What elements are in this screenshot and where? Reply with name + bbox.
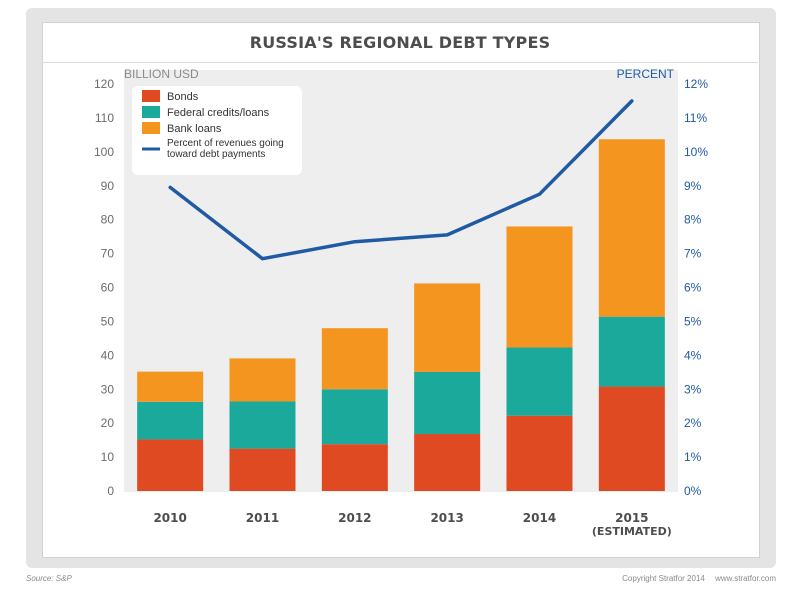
legend-label-line-part: toward debt payments bbox=[167, 149, 265, 160]
bar-federal-credits-loans-2012 bbox=[321, 389, 388, 445]
copyright-note: Copyright Stratfor 2014 www.stratfor.com bbox=[622, 574, 776, 583]
source-note: Source: S&P bbox=[26, 574, 72, 583]
x-tick-sublabel: (ESTIMATED) bbox=[592, 525, 672, 538]
y-right-tick-label: 7% bbox=[684, 247, 702, 261]
bar-bank-loans-2011 bbox=[229, 358, 296, 402]
y-right-tick-label: 0% bbox=[684, 484, 702, 498]
line-point-2012 bbox=[353, 240, 357, 244]
y-left-tick-label: 70 bbox=[101, 247, 115, 261]
x-tick-label: 2010 bbox=[153, 511, 186, 525]
line-debt-payments-percent bbox=[168, 99, 634, 261]
y-left-tick-label: 0 bbox=[107, 484, 114, 498]
y-axis-left: 0 10 20 30 40 50 60 70 80 90 100 110 120 bbox=[94, 77, 114, 498]
y-left-tick-label: 10 bbox=[101, 450, 115, 464]
line-series bbox=[168, 99, 634, 261]
x-tick-label: 2012 bbox=[338, 511, 371, 525]
x-tick-label: 2011 bbox=[246, 511, 279, 525]
line-point-2010 bbox=[168, 185, 172, 189]
y-left-tick-label: 60 bbox=[101, 281, 115, 295]
x-tick-label: 2015 bbox=[615, 511, 648, 525]
legend-label-line: Percent of revenues going toward debt pay… bbox=[167, 138, 284, 160]
copyright-text: Copyright Stratfor 2014 bbox=[622, 574, 705, 583]
line-point-2015 bbox=[630, 99, 634, 103]
bar-series bbox=[137, 139, 665, 491]
bar-bank-loans-2010 bbox=[137, 371, 204, 402]
line-point-2013 bbox=[445, 233, 449, 237]
bar-bonds-2011 bbox=[229, 448, 296, 491]
y-right-tick-label: 5% bbox=[684, 314, 702, 328]
y-right-tick-label: 11% bbox=[684, 111, 707, 125]
legend-box bbox=[132, 86, 302, 175]
bar-federal-credits-loans-2015 bbox=[598, 316, 665, 387]
bar-bonds-2012 bbox=[321, 444, 388, 491]
legend-swatch-bonds bbox=[142, 90, 160, 102]
y-right-tick-label: 4% bbox=[684, 348, 702, 362]
y-left-tick-label: 110 bbox=[95, 111, 114, 125]
y-right-tick-label: 8% bbox=[684, 213, 702, 227]
legend: Bonds Federal credits/loans Bank loans Perc… bbox=[132, 86, 302, 175]
bar-bank-loans-2014 bbox=[506, 226, 573, 348]
y-right-tick-label: 1% bbox=[684, 450, 702, 464]
legend-label: Bank loans bbox=[167, 123, 222, 135]
bar-bonds-2015 bbox=[598, 386, 665, 491]
website-text: www.stratfor.com bbox=[715, 574, 776, 583]
legend-label: Federal credits/loans bbox=[167, 107, 270, 119]
legend-swatch-federal-credits-loans bbox=[142, 106, 160, 118]
y-right-tick-label: 12% bbox=[684, 77, 708, 91]
chart-title: RUSSIA'S REGIONAL DEBT TYPES bbox=[42, 22, 758, 63]
legend-label-line-part: Percent of revenues going bbox=[167, 138, 284, 149]
y-left-tick-label: 20 bbox=[101, 416, 115, 430]
y-axis-right: 0% 1% 2% 3% 4% 5% 6% 7% 8% 9% 10% 11% 12% bbox=[684, 77, 708, 498]
legend-label: Bonds bbox=[167, 91, 199, 103]
y-axis-left-label: BILLION USD bbox=[124, 67, 199, 81]
bar-bank-loans-2013 bbox=[414, 283, 481, 372]
y-left-tick-label: 120 bbox=[94, 77, 114, 91]
y-right-tick-label: 10% bbox=[684, 145, 708, 159]
bar-bank-loans-2015 bbox=[598, 139, 665, 317]
y-left-tick-label: 90 bbox=[101, 179, 115, 193]
y-right-tick-label: 2% bbox=[684, 416, 702, 430]
y-right-tick-label: 9% bbox=[684, 179, 702, 193]
x-tick-label: 2014 bbox=[523, 511, 556, 525]
line-point-2011 bbox=[261, 257, 264, 261]
y-left-tick-label: 100 bbox=[94, 145, 114, 159]
bar-federal-credits-loans-2010 bbox=[137, 401, 204, 440]
y-right-tick-label: 6% bbox=[684, 281, 702, 295]
bar-federal-credits-loans-2011 bbox=[229, 401, 296, 449]
y-left-tick-label: 80 bbox=[101, 213, 115, 227]
bar-bank-loans-2012 bbox=[321, 328, 388, 390]
bar-federal-credits-loans-2014 bbox=[506, 347, 573, 416]
legend-swatch-bank-loans bbox=[142, 122, 160, 134]
bar-bonds-2010 bbox=[137, 439, 204, 491]
y-axis-right-label: PERCENT bbox=[617, 67, 675, 81]
line-point-2014 bbox=[538, 192, 541, 196]
x-tick-label: 2013 bbox=[430, 511, 463, 525]
y-left-tick-label: 40 bbox=[101, 348, 115, 362]
bar-bonds-2013 bbox=[414, 434, 481, 491]
x-axis: 2010 2011 2012 2013 2014 2015(ESTIMATED) bbox=[153, 511, 671, 538]
y-right-tick-label: 3% bbox=[684, 382, 702, 396]
y-left-tick-label: 30 bbox=[101, 382, 115, 396]
y-left-tick-label: 50 bbox=[101, 314, 115, 328]
bar-federal-credits-loans-2013 bbox=[414, 371, 481, 435]
bar-bonds-2014 bbox=[506, 415, 573, 491]
